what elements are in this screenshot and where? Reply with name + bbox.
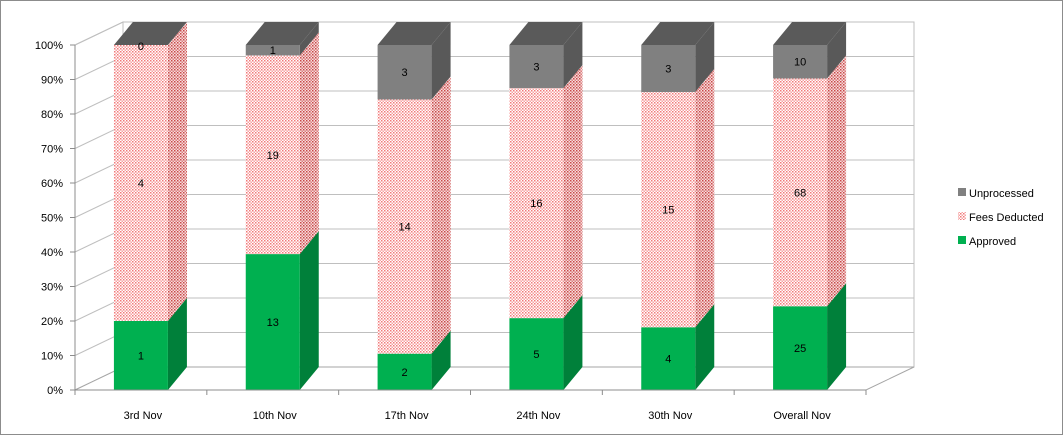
- data-label-fees-deducted: 68: [794, 187, 806, 199]
- data-label-fees-deducted: 19: [267, 150, 279, 162]
- data-label-fees-deducted: 15: [662, 205, 674, 217]
- data-label-approved: 13: [267, 317, 279, 329]
- x-tick-label: 24th Nov: [516, 410, 561, 422]
- y-tick-label: 0%: [47, 385, 63, 397]
- bar-segment-fees-deducted-side: [827, 55, 847, 307]
- y-tick-label: 60%: [41, 178, 63, 190]
- bar-segment-unprocessed: [245, 45, 300, 56]
- y-tick-label: 100%: [35, 40, 63, 52]
- bar-stack-30th-nov: 4 15 3: [641, 22, 715, 390]
- bar-segment-fees-deducted: [245, 55, 300, 255]
- bar-segment-fees-deducted-side: [431, 76, 451, 354]
- gridline: [74, 21, 914, 46]
- data-label-approved: 4: [665, 354, 671, 366]
- bar-top-face: [113, 22, 187, 45]
- bar-segment-approved-side: [299, 231, 319, 390]
- bar-stack-10th-nov: 13 19 1: [245, 22, 319, 390]
- legend-label-fees-deducted: Fees Deducted: [969, 212, 1044, 224]
- bar-segment-fees-deducted: [377, 99, 432, 354]
- bar-segment-fees-deducted: [773, 78, 828, 307]
- y-tick-label: 50%: [41, 213, 63, 225]
- y-tick-label: 30%: [41, 282, 63, 294]
- y-tick-label: 70%: [41, 144, 63, 156]
- legend-swatch-fees-deducted: [958, 212, 966, 220]
- bar-top-face: [773, 22, 847, 45]
- legend-swatch-unprocessed: [958, 188, 966, 196]
- bar-segment-unprocessed: [377, 45, 432, 100]
- bar-segment-unprocessed: [509, 45, 564, 89]
- data-label-unprocessed: 3: [533, 62, 539, 74]
- x-tick-label: 30th Nov: [648, 410, 693, 422]
- data-label-unprocessed: 3: [402, 67, 408, 79]
- bar-top-face: [509, 22, 583, 45]
- bar-stack-overall-nov: 25 68 10: [773, 22, 847, 390]
- bar-stack-24th-nov: 5 16 3: [509, 22, 583, 390]
- legend-swatch-approved: [958, 236, 966, 244]
- y-tick-label: 80%: [41, 109, 63, 121]
- bar-segment-unprocessed-side: [827, 22, 847, 79]
- legend: Unprocessed Fees Deducted Approved: [958, 188, 1044, 248]
- bar-segment-approved: [773, 306, 828, 390]
- bar-segment-approved-side: [695, 304, 715, 390]
- data-label-approved: 5: [533, 349, 539, 361]
- data-label-unprocessed: 10: [794, 57, 806, 69]
- bar-segment-fees-deducted-side: [695, 69, 715, 328]
- bar-segment-approved-side: [827, 283, 847, 390]
- data-label-unprocessed: 3: [665, 64, 671, 76]
- bar-stack-3rd-nov: 1 4 0: [113, 22, 187, 390]
- bar-segment-unprocessed-side: [299, 22, 319, 56]
- bar-segment-approved: [377, 353, 432, 390]
- y-tick-label: 90%: [41, 75, 63, 87]
- data-label-approved: 2: [402, 367, 408, 379]
- bar-stack-17th-nov: 2 14 3: [377, 22, 451, 390]
- bar-segment-approved: [113, 321, 168, 390]
- data-label-approved: 25: [794, 343, 806, 355]
- y-tick-label: 40%: [41, 247, 63, 259]
- bar-segment-approved-side: [563, 295, 583, 390]
- bar-segment-approved-side: [431, 330, 451, 390]
- bar-top-face: [377, 22, 451, 45]
- bar-segment-unprocessed: [773, 45, 828, 79]
- bar-segment-approved-side: [167, 298, 187, 390]
- bar-segment-approved: [641, 327, 696, 390]
- bar-segment-unprocessed-side: [695, 22, 715, 93]
- x-tick-label: 10th Nov: [253, 410, 298, 422]
- bar-segment-unprocessed: [641, 45, 696, 93]
- legend-label-unprocessed: Unprocessed: [969, 188, 1034, 200]
- data-label-unprocessed: 0: [138, 41, 144, 53]
- bar-segment-fees-deducted: [509, 88, 564, 319]
- x-tick-label: 3rd Nov: [124, 410, 163, 422]
- bar-segment-fees-deducted: [113, 45, 168, 321]
- data-label-fees-deducted: 16: [530, 198, 542, 210]
- bar-segment-unprocessed-side: [431, 22, 451, 100]
- bar-segment-fees-deducted-side: [299, 32, 319, 255]
- bar-top-face: [641, 22, 715, 45]
- data-label-fees-deducted: 4: [138, 178, 144, 190]
- bar-segment-approved: [509, 318, 564, 390]
- y-tick-label: 10%: [41, 351, 63, 363]
- y-tick-label: 20%: [41, 316, 63, 328]
- bar-segment-unprocessed-side: [563, 22, 583, 89]
- bar-segment-approved: [245, 254, 300, 390]
- data-label-unprocessed: 1: [270, 45, 276, 57]
- x-tick-label: Overall Nov: [773, 410, 831, 422]
- legend-label-approved: Approved: [969, 236, 1016, 248]
- bar-segment-fees-deducted-side: [563, 65, 583, 319]
- x-tick-label: 17th Nov: [385, 410, 430, 422]
- bar-segment-fees-deducted: [641, 92, 696, 328]
- data-label-approved: 1: [138, 351, 144, 363]
- bar-segment-fees-deducted-side: [167, 22, 187, 321]
- bar-top-face: [245, 22, 319, 45]
- data-label-fees-deducted: 14: [398, 222, 410, 234]
